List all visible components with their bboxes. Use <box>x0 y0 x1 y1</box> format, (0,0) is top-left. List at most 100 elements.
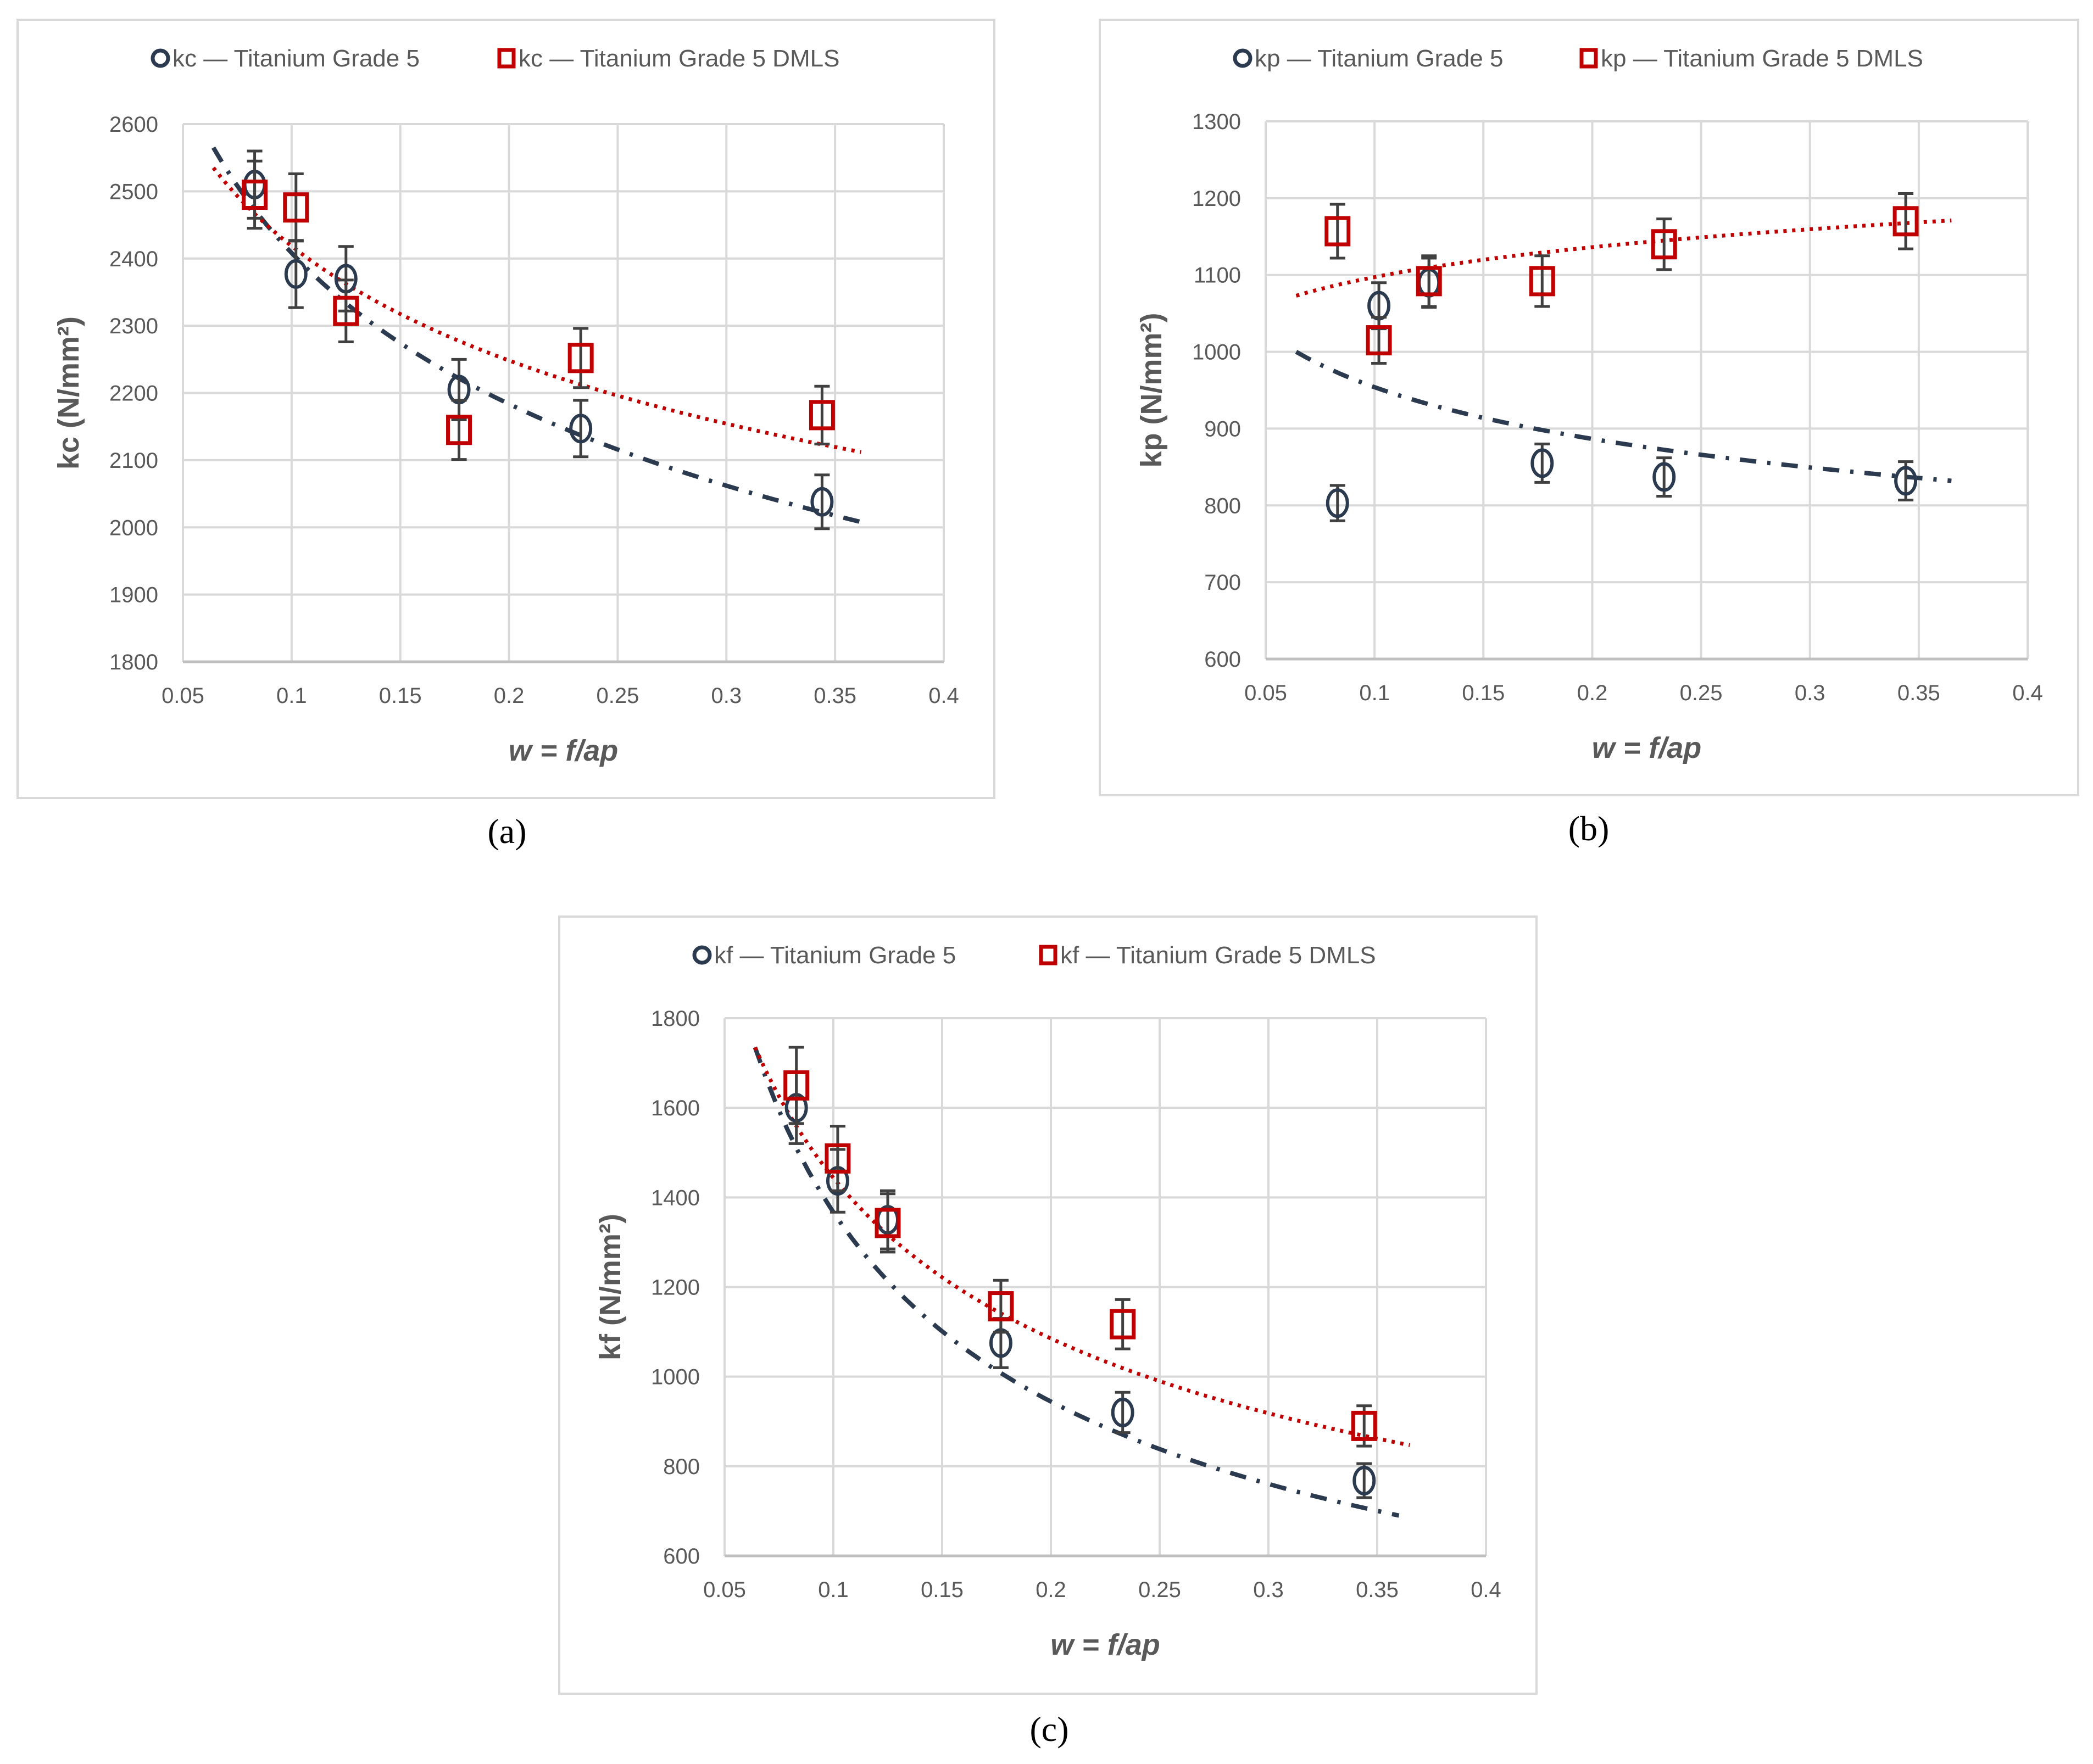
data-point-circle <box>1652 462 1676 492</box>
data-point-circle <box>1326 488 1349 518</box>
legend-entry: kf — Titanium Grade 5 <box>714 942 956 969</box>
x-tick-label: 0.2 <box>1036 1578 1066 1602</box>
x-tick-label: 0.1 <box>276 684 307 708</box>
y-tick-label: 800 <box>1204 494 1241 518</box>
chart-panel-2: 0.05 0.1 0.15 0.2 0.25 0.3 0.35 0.4 600 800 1000 12… <box>558 916 1538 1749</box>
data-point-square <box>875 1208 901 1238</box>
y-tick-label: 1200 <box>651 1276 700 1300</box>
legend-circle-marker-icon <box>1233 48 1253 68</box>
data-point-square <box>333 295 359 326</box>
x-tick-label: 0.2 <box>1577 681 1608 705</box>
data-point-circle <box>569 414 593 444</box>
y-tick-label: 1800 <box>651 1007 700 1031</box>
x-tick-label: 0.4 <box>2012 681 2043 705</box>
legend-square-marker-icon <box>1039 945 1057 965</box>
trendline-series1 <box>1295 350 1952 483</box>
data-point-circle <box>1111 1397 1134 1427</box>
y-tick-label: 2300 <box>109 314 158 338</box>
y-tick-label: 1100 <box>1194 264 1241 288</box>
data-point-square <box>1529 266 1555 297</box>
y-tick-label: 600 <box>1204 647 1241 672</box>
x-tick-label: 0.3 <box>1795 681 1825 705</box>
panel-label: (b) <box>1568 809 1610 848</box>
x-tick-label: 0.05 <box>1244 681 1287 705</box>
data-point-square <box>1892 206 1919 237</box>
data-point-square <box>446 415 472 445</box>
y-tick-label: 700 <box>1204 571 1241 595</box>
legend-square-marker-icon <box>497 48 516 69</box>
panel-label: (c) <box>1029 1710 1068 1749</box>
x-tick-label: 0.2 <box>494 684 525 708</box>
x-tick-label: 0.35 <box>814 684 856 708</box>
x-tick-label: 0.15 <box>921 1578 964 1602</box>
chart-frame <box>16 19 995 799</box>
y-tick-label: 1300 <box>1192 110 1241 134</box>
x-tick-label: 0.4 <box>928 684 959 708</box>
x-tick-label: 0.05 <box>703 1578 746 1602</box>
legend-circle-marker-icon <box>151 48 170 68</box>
x-tick-label: 0.1 <box>818 1578 849 1602</box>
x-tick-label: 0.35 <box>1356 1578 1399 1602</box>
data-point-square <box>1351 1410 1377 1441</box>
data-point-square <box>988 1291 1014 1322</box>
trendline-series1 <box>753 1046 1400 1518</box>
data-point-square <box>567 343 594 373</box>
x-tick-label: 0.3 <box>1253 1578 1284 1602</box>
chart-frame <box>558 916 1538 1695</box>
data-point-circle <box>1530 448 1554 478</box>
legend-entry: kp — Titanium Grade 5 <box>1255 45 1503 72</box>
x-tick-label: 0.1 <box>1359 681 1390 705</box>
data-point-circle <box>1352 1465 1376 1495</box>
data-point-circle <box>1894 466 1918 496</box>
panel-label: (a) <box>487 812 526 851</box>
data-point-square <box>1416 266 1442 297</box>
y-tick-label: 1400 <box>651 1186 700 1210</box>
trendline-series1 <box>211 146 862 524</box>
y-tick-label: 2400 <box>109 247 158 271</box>
y-tick-label: 2100 <box>109 449 158 473</box>
legend-entry: kc — Titanium Grade 5 DMLS <box>519 45 839 72</box>
chart-panel-1: 0.05 0.1 0.15 0.2 0.25 0.3 0.35 0.4 600 700 800 900… <box>1099 19 2079 848</box>
y-tick-label: 2600 <box>109 113 158 137</box>
x-tick-label: 0.15 <box>379 684 422 708</box>
y-axis-title: kc (N/mm²) <box>52 316 85 470</box>
y-tick-label: 1800 <box>109 650 158 674</box>
legend-entry: kp — Titanium Grade 5 DMLS <box>1601 45 1923 72</box>
trendline-series2 <box>211 166 862 454</box>
y-tick-label: 1200 <box>1192 187 1241 211</box>
data-point-square <box>283 192 309 223</box>
data-point-circle <box>284 259 308 289</box>
x-axis-title: w = f/ap <box>1050 1628 1160 1661</box>
data-point-square <box>1324 216 1351 247</box>
chart-panel-0: 0.05 0.1 0.15 0.2 0.25 0.3 0.35 0.4 1800 1900 2000… <box>16 19 995 851</box>
data-point-square <box>783 1070 810 1101</box>
y-tick-label: 2000 <box>109 516 158 540</box>
legend-entry: kc — Titanium Grade 5 <box>172 45 420 72</box>
legend-entry: kf — Titanium Grade 5 DMLS <box>1060 942 1376 969</box>
legend-square-marker-icon <box>1579 48 1598 69</box>
y-tick-label: 800 <box>663 1455 700 1479</box>
trendline-series2 <box>753 1046 1411 1447</box>
x-tick-label: 0.4 <box>1471 1578 1501 1602</box>
data-point-square <box>809 400 835 431</box>
y-tick-label: 2200 <box>109 382 158 406</box>
y-tick-label: 2500 <box>109 180 158 204</box>
x-axis-title: w = f/ap <box>1592 732 1702 764</box>
x-tick-label: 0.25 <box>596 684 639 708</box>
data-point-square <box>1651 229 1677 260</box>
y-tick-label: 1600 <box>651 1096 700 1120</box>
x-tick-label: 0.35 <box>1897 681 1940 705</box>
y-tick-label: 900 <box>1204 417 1241 441</box>
legend-circle-marker-icon <box>692 945 712 965</box>
y-axis-title: kf (N/mm²) <box>594 1214 627 1360</box>
x-tick-label: 0.05 <box>162 684 204 708</box>
data-point-square <box>1366 325 1392 356</box>
y-tick-label: 600 <box>663 1544 700 1568</box>
x-axis-title: w = f/ap <box>509 734 619 767</box>
y-axis-title: kp (N/mm²) <box>1135 313 1168 468</box>
data-point-circle <box>810 487 834 517</box>
data-point-square <box>825 1143 851 1174</box>
x-tick-label: 0.25 <box>1138 1578 1181 1602</box>
data-point-square <box>1110 1309 1136 1339</box>
